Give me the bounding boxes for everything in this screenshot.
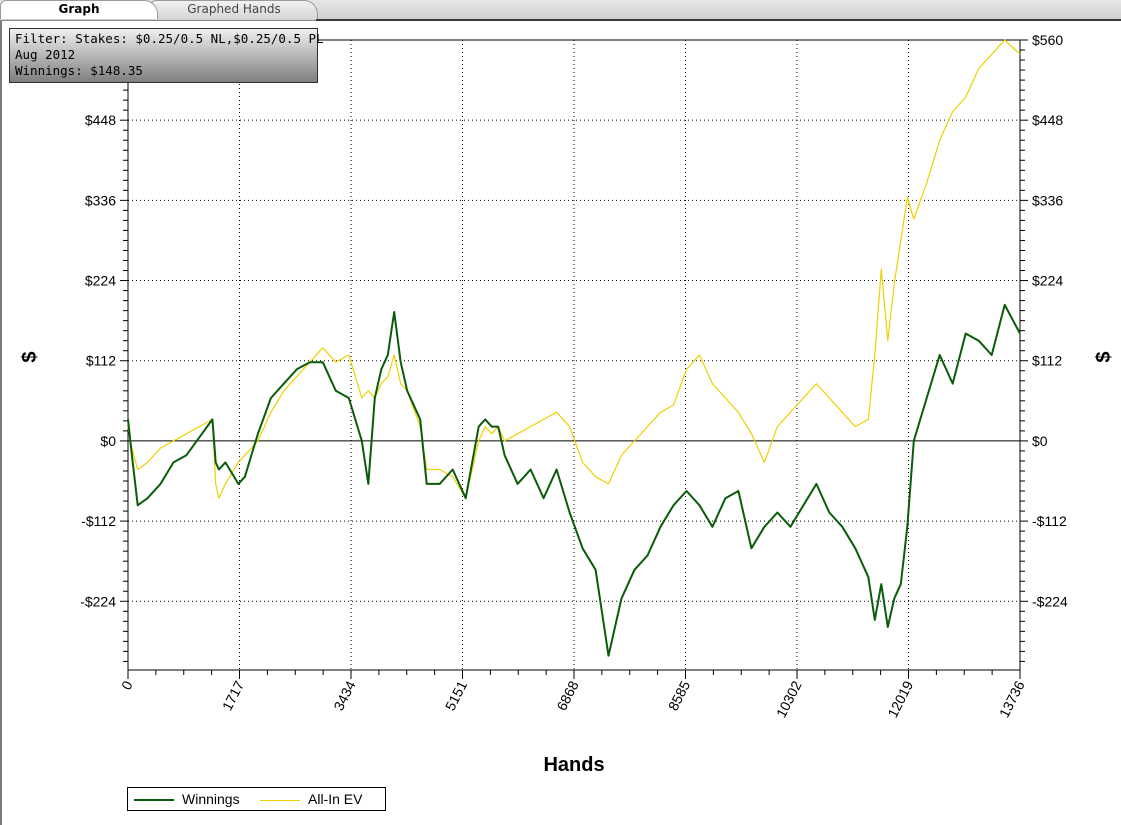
x-tick-label: 8585 [665,678,693,713]
tab-graphed-hands[interactable]: Graphed Hands [150,0,318,19]
y-tick-label-left: $224 [85,273,116,289]
y-tick-label-right: -$112 [1032,513,1067,529]
legend: Winnings All-In EV [127,787,386,811]
series-line-winnings [127,303,1021,657]
y-tick-label-right: $224 [1032,273,1063,289]
legend-swatch-winnings [134,799,174,802]
x-tick-label: 0 [118,678,136,692]
y-tick-label-right: $560 [1032,32,1063,48]
filter-winnings-text: Winnings: $148.35 [15,63,143,78]
y-tick-label-right: -$224 [1032,593,1068,609]
x-tick-label: 10302 [773,678,805,720]
legend-label-winnings: Winnings [182,791,240,807]
legend-label-allin-ev: All-In EV [308,791,363,807]
filter-info-box: Filter: Stakes: $0.25/0.5 NL,$0.25/0.5 P… [9,28,324,83]
x-tick-label: 12019 [884,678,916,720]
y-tick-label-left: $112 [86,353,116,369]
y-tick-label-left: -$224 [80,593,116,609]
y-tick-label-right: $336 [1032,192,1063,208]
y-tick-label-left: $0 [100,433,116,449]
legend-item-winnings: Winnings [134,790,240,808]
y-axis-title-left: $ [19,351,41,362]
tab-divider [316,19,1121,21]
y-tick-label-right: $112 [1032,353,1062,369]
x-axis-title: Hands [543,754,604,776]
x-tick-label: 13736 [996,678,1028,720]
tab-bar: Graphed Hands Graph [0,0,1121,21]
x-tick-label: 3434 [330,678,358,713]
y-axis-title-right: $ [1093,351,1115,362]
x-tick-label: 6868 [553,678,581,713]
series-line-allin-ev [127,39,1021,499]
tab-graph[interactable]: Graph [0,0,158,19]
y-tick-label-left: $336 [85,192,116,208]
y-tick-label-left: -$112 [81,513,116,529]
y-tick-label-right: $448 [1032,112,1063,128]
legend-swatch-allin-ev [260,799,300,801]
x-tick-label: 1717 [219,678,247,713]
panel-left-border [0,21,2,825]
filter-date-text: Aug 2012 [15,47,76,62]
legend-item-allin-ev: All-In EV [260,790,362,808]
filter-stakes-text: Filter: Stakes: $0.25/0.5 NL,$0.25/0.5 P… [15,31,324,46]
y-tick-label-left: $448 [85,112,116,128]
x-tick-label: 5151 [442,678,470,713]
y-tick-label-right: $0 [1032,433,1048,449]
